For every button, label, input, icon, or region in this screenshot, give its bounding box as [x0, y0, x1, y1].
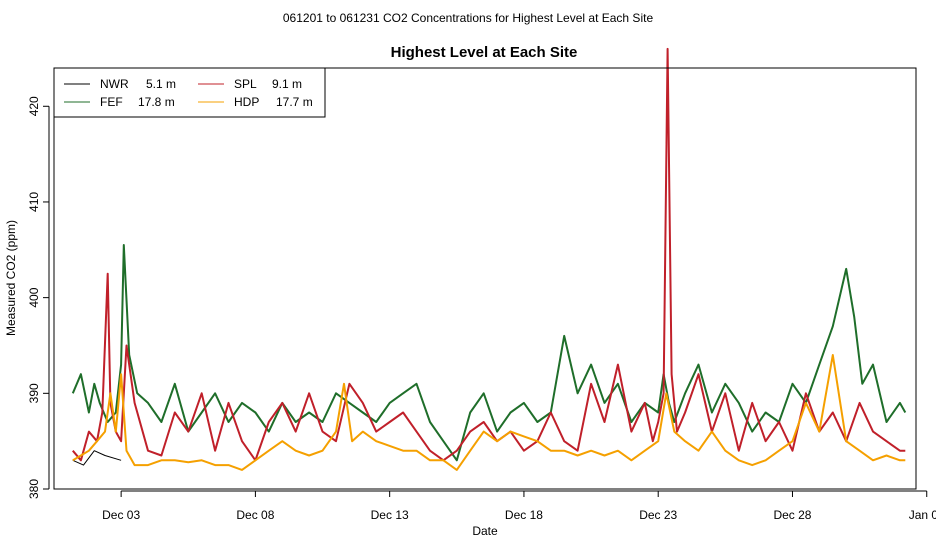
y-tick-label: 380	[27, 479, 41, 499]
axes-layer: Dec 03 Dec 08 Dec 13 Dec 18 Dec 23 Dec 28 Jan …	[27, 96, 936, 522]
y-tick-label: 400	[27, 287, 41, 307]
chart-title: Highest Level at Each Site	[391, 44, 578, 61]
y-axis-label: Measured CO2 (ppm)	[4, 220, 18, 336]
plot-frame	[53, 67, 917, 490]
legend-name-spl: SPL	[234, 77, 257, 91]
chart-suptitle: 061201 to 061231 CO2 Concentrations for …	[283, 11, 654, 25]
legend-height-spl: 9.1 m	[272, 77, 302, 91]
series-line-nwr	[72, 450, 122, 466]
legend-box	[53, 67, 326, 118]
x-tick-label: Jan 02	[909, 508, 936, 522]
y-tick-label: 390	[27, 383, 41, 403]
y-tick-label: 420	[27, 96, 41, 116]
legend-height-hdp: 17.7 m	[276, 95, 313, 109]
legend-height-nwr: 5.1 m	[146, 77, 176, 91]
legend-height-fef: 17.8 m	[138, 95, 175, 109]
y-tick-label: 410	[27, 192, 41, 212]
x-tick-label: Dec 03	[102, 508, 140, 522]
legend-name-hdp: HDP	[234, 95, 259, 109]
series-layer	[71, 47, 907, 471]
series-line-fef	[71, 244, 907, 462]
x-tick-label: Dec 28	[773, 508, 811, 522]
legend: NWR 5.1 m FEF 17.8 m SPL 9.1 m HDP 17.7 …	[53, 67, 326, 118]
x-tick-label: Dec 18	[505, 508, 543, 522]
x-axis-label: Date	[472, 524, 498, 538]
x-tick-label: Dec 08	[236, 508, 274, 522]
series-line-hdp	[72, 354, 906, 471]
legend-name-fef: FEF	[100, 95, 123, 109]
x-tick-label: Dec 13	[371, 508, 409, 522]
series-line-spl	[72, 47, 906, 462]
x-tick-label: Dec 23	[639, 508, 677, 522]
legend-name-nwr: NWR	[100, 77, 129, 91]
